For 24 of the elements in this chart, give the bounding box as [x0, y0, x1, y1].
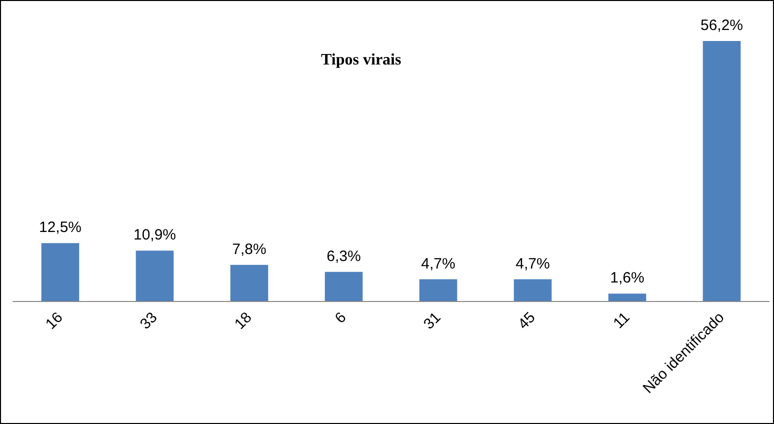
x-tick-label: 33 [136, 308, 161, 333]
data-label: 1,6% [610, 270, 644, 287]
data-label: 4,7% [516, 255, 550, 272]
data-label: 6,3% [326, 248, 361, 265]
data-label: 10,9% [133, 226, 176, 244]
x-tick-label: 6 [332, 308, 350, 327]
x-tick-label: 45 [514, 308, 539, 333]
bar [419, 279, 458, 301]
data-label: 7,8% [232, 240, 266, 258]
data-label: 12,5% [38, 219, 82, 236]
data-label: 56,2% [700, 17, 744, 34]
bar [324, 272, 363, 301]
data-label: 4,7% [421, 255, 456, 272]
x-tick-label: 18 [231, 308, 256, 333]
bar [41, 243, 80, 301]
x-tick-label: 11 [610, 308, 634, 332]
bar [230, 264, 268, 301]
text: Tipos virais [321, 52, 402, 68]
bar [136, 250, 174, 301]
bar [608, 294, 646, 301]
x-tick-label: 16 [42, 308, 66, 333]
bar [702, 41, 741, 301]
x-tick-label: 31 [420, 308, 444, 333]
bar [514, 279, 552, 301]
